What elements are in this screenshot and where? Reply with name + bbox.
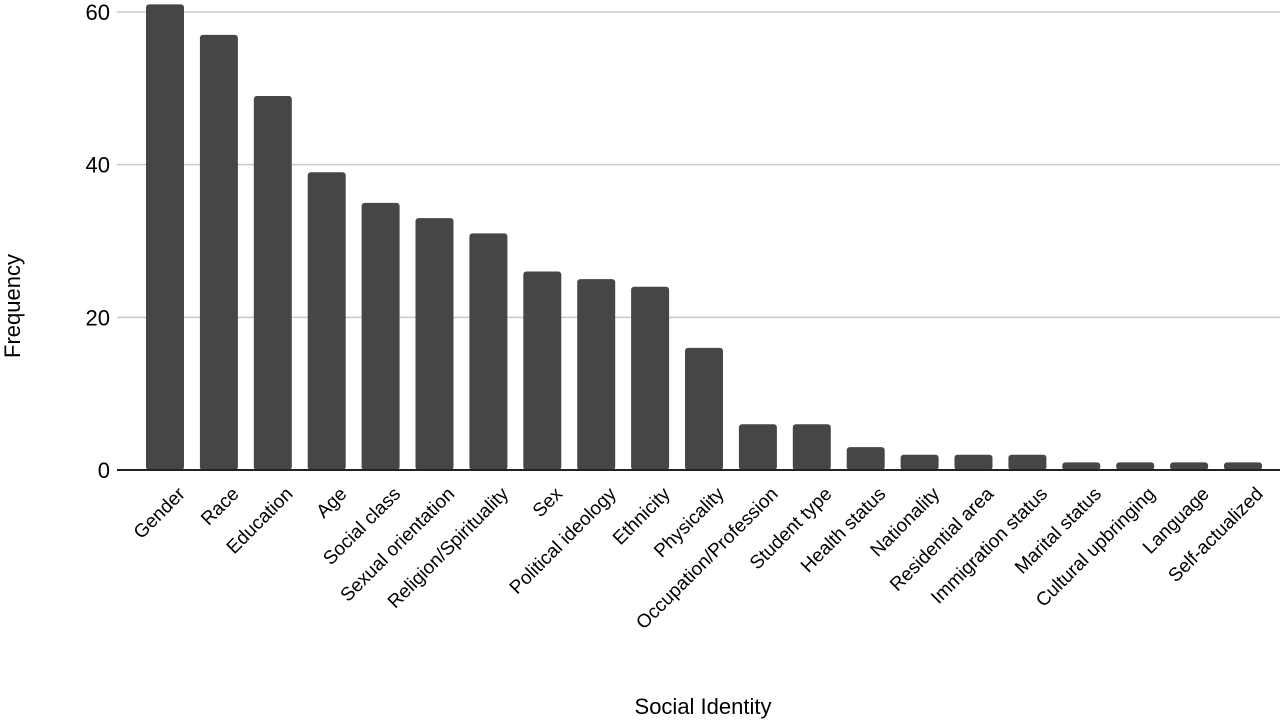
bar-political-ideology	[577, 279, 616, 470]
bar-social-class	[361, 202, 400, 471]
y-tick-label: 60	[86, 0, 110, 25]
bar-gender	[146, 4, 184, 470]
y-axis-title: Frequency	[0, 254, 25, 358]
bar-religion-spirituality	[469, 233, 508, 470]
x-tick-label: Race	[197, 484, 243, 530]
x-axis-title: Social Identity	[635, 694, 772, 719]
y-axis-ticks: 0 20 40 60	[86, 0, 110, 483]
bar-residential-area	[954, 454, 993, 470]
y-tick-label: 0	[98, 458, 110, 483]
bar-cultural-upbringing	[1116, 462, 1155, 470]
y-tick-label: 40	[86, 153, 110, 178]
x-tick-label: Age	[313, 484, 352, 523]
bar-education	[253, 95, 292, 470]
x-tick-label: Gender	[130, 483, 190, 543]
x-tick-label: Self-actualized	[1165, 484, 1268, 587]
y-tick-label: 20	[86, 305, 110, 330]
bar-nationality	[900, 454, 939, 470]
bar-age	[307, 172, 346, 471]
x-tick-label: Sex	[529, 483, 567, 521]
bar-self-actualized	[1224, 462, 1262, 470]
bar-language	[1170, 462, 1209, 470]
bar-occupation-profession	[738, 424, 777, 470]
bar-health-status	[846, 447, 885, 470]
bar-immigration-status	[1008, 454, 1047, 470]
bar-sex	[523, 271, 562, 470]
bar-sexual-orientation	[415, 218, 454, 470]
bar-marital-status	[1062, 462, 1101, 470]
bar-physicality	[685, 347, 723, 470]
bar-ethnicity	[631, 286, 670, 470]
bars	[146, 4, 1262, 471]
bar-student-type	[792, 424, 831, 470]
bar-race	[199, 34, 238, 471]
